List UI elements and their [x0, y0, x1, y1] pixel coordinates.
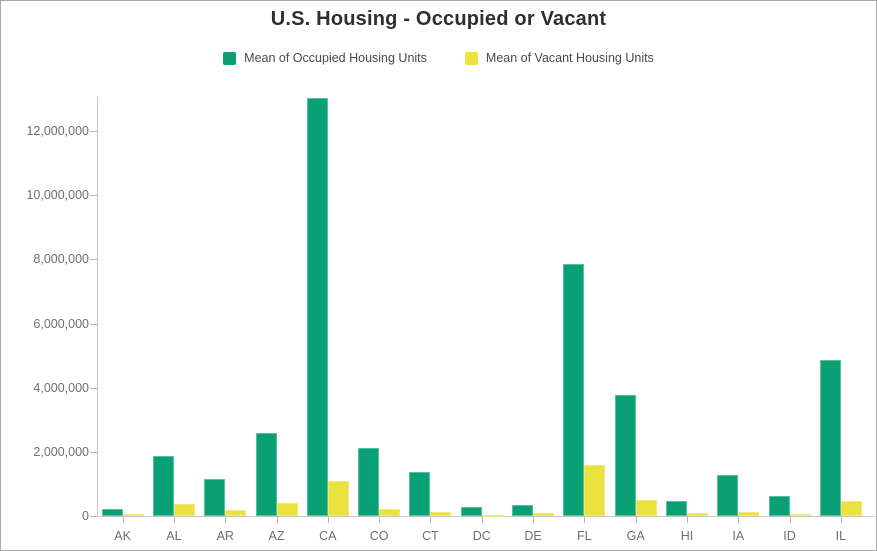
bar-vacant-CO[interactable]	[379, 509, 400, 516]
bar-vacant-HI[interactable]	[687, 513, 708, 516]
bar-vacant-DE[interactable]	[533, 513, 554, 516]
legend-label: Mean of Occupied Housing Units	[244, 51, 427, 65]
x-axis-label: AK	[114, 529, 131, 543]
y-axis-label: 8,000,000	[33, 252, 89, 267]
bar-occupied-FL[interactable]	[563, 264, 584, 516]
x-axis-tick	[174, 517, 175, 523]
bar-vacant-AZ[interactable]	[277, 503, 298, 516]
legend-swatch-icon	[223, 51, 237, 65]
x-axis-label: AZ	[268, 529, 285, 543]
y-axis-line	[97, 97, 98, 516]
y-axis-tick	[90, 131, 97, 132]
x-axis-label: CO	[369, 529, 389, 543]
bar-occupied-CA[interactable]	[307, 98, 328, 516]
x-axis-tick	[533, 517, 534, 523]
bar-occupied-DE[interactable]	[512, 505, 533, 516]
x-axis-label: DC	[472, 529, 491, 543]
legend-label: Mean of Vacant Housing Units	[485, 51, 654, 65]
y-axis-tick	[90, 516, 97, 517]
x-axis-label: CA	[319, 529, 337, 543]
x-axis-tick	[738, 517, 739, 523]
bar-occupied-GA[interactable]	[615, 395, 636, 516]
bar-vacant-IA[interactable]	[738, 512, 759, 516]
x-axis-tick	[430, 517, 431, 523]
bar-occupied-AK[interactable]	[102, 509, 123, 516]
x-axis-label: IA	[732, 529, 745, 543]
x-axis-label: FL	[577, 529, 592, 543]
bar-vacant-CT[interactable]	[430, 512, 451, 516]
legend-swatch-icon	[464, 51, 478, 65]
x-axis-label: DE	[524, 529, 542, 543]
bar-occupied-ID[interactable]	[769, 496, 790, 516]
y-axis-label: 0	[82, 509, 89, 523]
bar-occupied-HI[interactable]	[666, 501, 687, 516]
bar-occupied-AZ[interactable]	[256, 433, 277, 516]
bar-occupied-IL[interactable]	[820, 360, 841, 516]
x-axis-tick	[225, 517, 226, 523]
bar-occupied-DC[interactable]	[461, 507, 482, 516]
x-axis-tick	[277, 517, 278, 523]
chart-title: U.S. Housing - Occupied or Vacant	[270, 8, 607, 30]
x-axis-label: GA	[626, 529, 645, 543]
x-axis-tick	[687, 517, 688, 523]
legend: Mean of Occupied Housing Units Mean of Va…	[1, 51, 876, 65]
y-axis-tick	[90, 259, 97, 260]
x-axis-tick	[841, 517, 842, 523]
bar-vacant-DC[interactable]	[482, 515, 503, 517]
x-axis-label: ID	[783, 529, 796, 543]
bar-occupied-AR[interactable]	[204, 479, 225, 516]
bar-vacant-CA[interactable]	[328, 481, 349, 516]
bar-vacant-AL[interactable]	[174, 504, 195, 516]
y-axis-label: 6,000,000	[33, 316, 89, 331]
x-axis-label: CT	[422, 529, 439, 543]
bar-vacant-IL[interactable]	[841, 501, 862, 516]
y-axis-tick	[90, 195, 97, 196]
bar-vacant-AR[interactable]	[225, 510, 246, 516]
x-axis-tick	[328, 517, 329, 523]
legend-item-0[interactable]: Mean of Occupied Housing Units	[223, 51, 427, 65]
bar-vacant-AK[interactable]	[123, 514, 144, 516]
x-axis-label: AR	[216, 529, 234, 543]
x-axis-tick	[379, 517, 380, 523]
bar-occupied-IA[interactable]	[717, 475, 738, 516]
bar-occupied-CO[interactable]	[358, 448, 379, 516]
y-axis-tick	[90, 452, 97, 453]
legend-item-1[interactable]: Mean of Vacant Housing Units	[464, 51, 654, 65]
bar-vacant-FL[interactable]	[584, 465, 605, 516]
y-axis-label: 2,000,000	[33, 444, 89, 459]
x-axis-tick	[636, 517, 637, 523]
x-axis-label: IL	[835, 529, 847, 543]
y-axis-label: 4,000,000	[33, 380, 89, 395]
x-axis-label: HI	[680, 529, 694, 543]
y-axis-label: 10,000,000	[26, 188, 89, 203]
x-axis-tick	[482, 517, 483, 523]
bar-occupied-CT[interactable]	[409, 472, 430, 516]
x-axis-tick	[123, 517, 124, 523]
bar-occupied-AL[interactable]	[153, 456, 174, 516]
y-axis-label: 12,000,000	[26, 124, 89, 138]
y-axis-tick	[90, 388, 97, 389]
bar-vacant-GA[interactable]	[636, 500, 657, 516]
x-axis-tick	[790, 517, 791, 523]
y-axis-tick	[90, 324, 97, 325]
x-axis-label: AL	[166, 529, 182, 543]
bar-vacant-ID[interactable]	[790, 514, 811, 516]
x-axis-tick	[584, 517, 585, 523]
